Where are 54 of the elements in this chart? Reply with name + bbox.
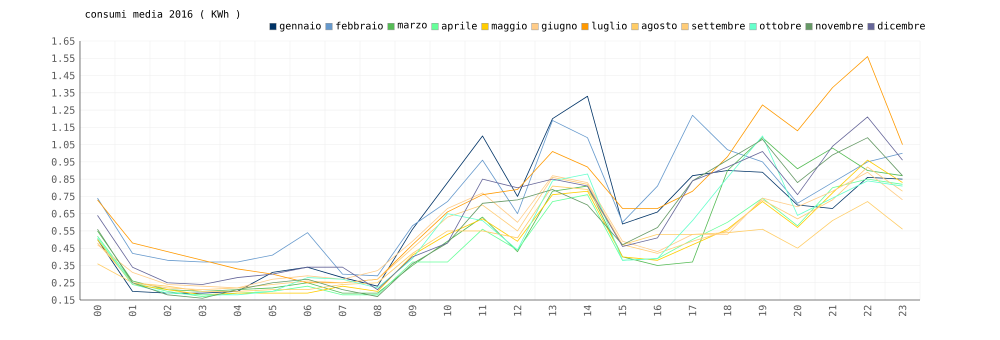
x-tick-label: 17 <box>688 305 696 316</box>
x-tick-label: 12 <box>514 306 522 316</box>
x-tick-label: 20 <box>794 305 802 316</box>
y-tick-label: 0.15 <box>52 296 74 304</box>
x-tick-label: 00 <box>94 305 102 316</box>
legend-label: marzo <box>398 22 427 29</box>
y-tick-label: 1.15 <box>52 124 74 132</box>
x-tick-label: 15 <box>618 306 626 316</box>
legend-label: maggio <box>492 22 527 32</box>
y-tick-label: 0.25 <box>52 278 74 287</box>
x-tick-label: 09 <box>408 305 416 316</box>
y-tick-label: 1.55 <box>52 54 74 62</box>
y-tick-label: 1.35 <box>52 89 74 97</box>
y-tick-label: 0.55 <box>52 227 74 235</box>
legend-label: novembre <box>816 22 863 30</box>
legend-label: aprile <box>442 22 477 32</box>
x-tick-label: 23 <box>898 305 906 316</box>
line-series <box>97 56 903 284</box>
x-tick-label: 10 <box>444 305 452 316</box>
x-tick-label: 22 <box>864 306 872 316</box>
x-tick-label: 06 <box>304 305 312 316</box>
y-tick-label: 0.85 <box>52 175 74 183</box>
x-tick-label: 04 <box>234 305 242 316</box>
y-tick-label: 0.65 <box>52 210 74 218</box>
x-tick-label: 01 <box>128 305 136 316</box>
legend-label: settembre <box>692 22 745 30</box>
x-tick-label: 14 <box>584 305 592 316</box>
legend-label: agosto <box>642 22 677 32</box>
legend-label: giugno <box>542 22 577 32</box>
legend-label: ottobre <box>760 22 801 30</box>
legend-label: luglio <box>592 22 627 32</box>
x-tick-label: 07 <box>338 305 346 316</box>
x-tick-label: 08 <box>374 305 382 316</box>
legend-label: dicembre <box>878 22 925 30</box>
y-tick-label: 1.45 <box>52 72 74 80</box>
x-tick-label: 11 <box>478 305 486 316</box>
y-tick-label: 0.75 <box>52 192 74 200</box>
y-tick-label: 0.45 <box>52 244 74 252</box>
x-tick-label: 03 <box>198 305 206 316</box>
y-tick-label: 1.25 <box>52 106 74 114</box>
x-tick-label: 21 <box>828 305 836 316</box>
y-tick-label: 0.95 <box>52 158 74 166</box>
chart-title: consumi media 2016 ( KWh ) <box>86 10 240 19</box>
y-tick-label: 1.65 <box>52 37 74 45</box>
x-tick-label: 05 <box>268 306 276 316</box>
y-tick-label: 0.35 <box>52 262 74 270</box>
legend-label: febbraio <box>336 22 383 30</box>
x-tick-label: 18 <box>724 305 732 316</box>
x-tick-label: 13 <box>548 305 556 316</box>
y-tick-label: 1.05 <box>52 140 74 148</box>
x-tick-label: 19 <box>758 305 766 316</box>
x-tick-label: 16 <box>654 305 662 316</box>
x-tick-label: 02 <box>164 306 172 316</box>
legend-label: gennaio <box>280 22 321 32</box>
